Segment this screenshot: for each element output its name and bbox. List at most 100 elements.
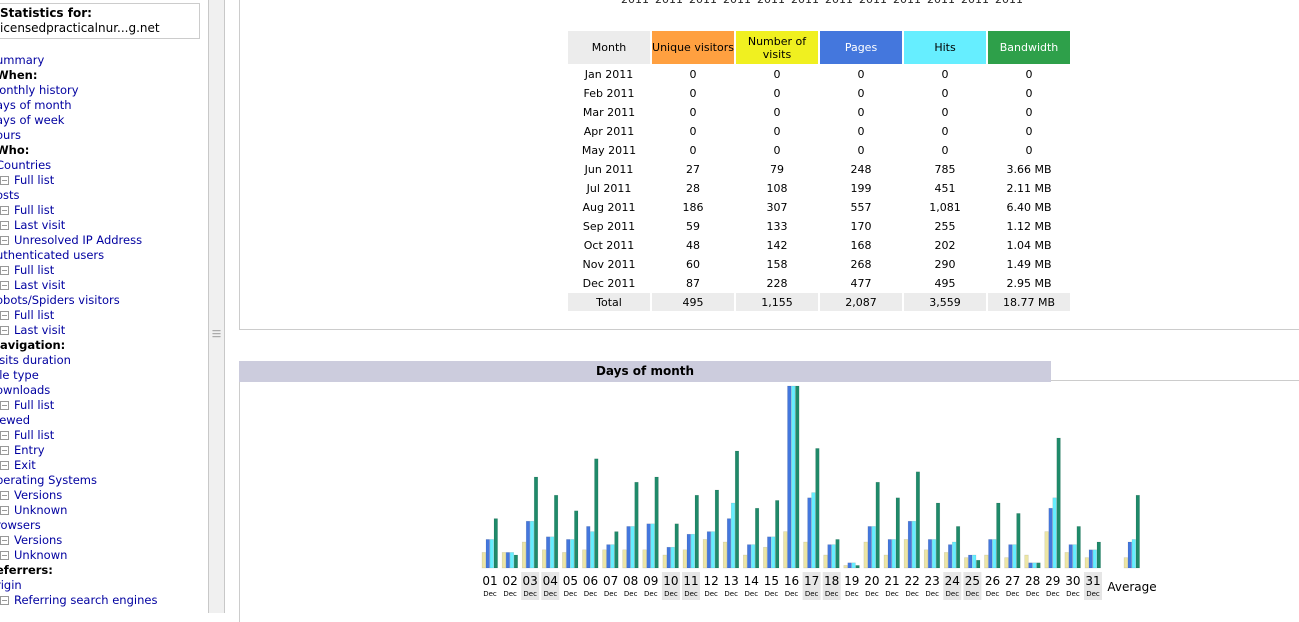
resize-grip-icon[interactable]: — — — [212, 326, 221, 342]
menu-item[interactable]: perating Systems [0, 473, 157, 488]
menu-item[interactable]: Full list [0, 263, 157, 278]
menu-item[interactable]: Unknown [0, 503, 157, 518]
menu-item[interactable]: Unknown [0, 548, 157, 563]
menu-item[interactable]: lonthly history [0, 83, 157, 98]
table-cell: 248 [850, 162, 872, 176]
menu-item[interactable]: Versions [0, 533, 157, 548]
table-cell: 557 [850, 200, 872, 214]
bar-hits-30 [1072, 544, 1077, 569]
menu-item[interactable]: Versions [0, 488, 157, 503]
table-cell: 0 [1025, 124, 1033, 138]
table-cell: 79 [770, 162, 784, 176]
menu-item[interactable]: obots/Spiders visitors [0, 293, 157, 308]
expand-box-icon [0, 206, 9, 215]
expand-box-icon [0, 461, 9, 470]
menu-item[interactable]: Last visit [0, 278, 157, 293]
bar-bandwidth-31 [1096, 541, 1101, 569]
menu-item[interactable]: Entry [0, 443, 157, 458]
menu-item[interactable]: isits duration [0, 353, 157, 368]
frame-scrollbar[interactable]: — — — [208, 0, 225, 613]
day-label: 18 [824, 574, 839, 588]
menu-item-label: ays of month [0, 98, 72, 112]
menu-item[interactable]: ummary [0, 53, 157, 68]
menu-item[interactable]: Unresolved IP Address [0, 233, 157, 248]
bar-number-of-visits-18 [823, 554, 828, 569]
menu-item[interactable]: uthenticated users [0, 248, 157, 263]
table-cell: Mar 2011 [582, 105, 636, 119]
menu-item-label: Full list [14, 203, 55, 217]
menu-item[interactable]: osts [0, 188, 157, 203]
menu-item[interactable]: iewed [0, 413, 157, 428]
menu-item[interactable]: Full list [0, 203, 157, 218]
total-cell: 2,087 [820, 293, 902, 311]
stats-for-box: Statistics for: icensedpracticalnur...g.… [0, 3, 200, 39]
month-label: Dec [1086, 590, 1100, 598]
menu-item[interactable]: ours [0, 128, 157, 143]
menu-item-label: eferrers: [0, 563, 53, 577]
bar-hits-03 [529, 520, 535, 569]
menu-item[interactable]: rigin [0, 578, 157, 593]
site-name: icensedpracticalnur...g.net [0, 21, 160, 35]
menu-item[interactable]: Referring search engines [0, 593, 157, 608]
average-bar-bandwidth [1135, 494, 1140, 569]
total-row: Total 495 1,155 2,087 3,559 18.77 MB [568, 293, 1070, 311]
menu-item[interactable]: ownloads [0, 383, 157, 398]
bar-hits-06 [590, 531, 595, 569]
bar-hits-10 [670, 546, 675, 569]
bar-pages-10 [666, 546, 671, 569]
bar-number-of-visits-12 [702, 539, 707, 569]
day-label: 15 [764, 574, 779, 588]
menu-item-label: Last visit [14, 278, 66, 292]
table-cell: Aug 2011 [582, 200, 636, 214]
menu-item[interactable]: ays of week [0, 113, 157, 128]
table-cell: 0 [773, 67, 781, 81]
day-label: 22 [904, 574, 919, 588]
bar-hits-19 [851, 562, 856, 569]
bar-hits-20 [871, 526, 876, 569]
table-cell: Jun 2011 [584, 162, 634, 176]
menu-item[interactable]: Last visit [0, 323, 157, 338]
table-cell: Oct 2011 [583, 238, 635, 252]
menu-item[interactable]: Exit [0, 458, 157, 473]
table-cell: 0 [689, 105, 697, 119]
expand-box-icon [0, 491, 9, 500]
menu-item-label: Full list [14, 398, 55, 412]
menu-item[interactable]: rowsers [0, 518, 157, 533]
bar-hits-27 [1012, 544, 1017, 569]
table-cell: 0 [689, 124, 697, 138]
bar-number-of-visits-15 [763, 546, 768, 569]
month-label: Dec [865, 590, 879, 598]
bar-hits-14 [751, 544, 756, 569]
menu-item[interactable]: Full list [0, 398, 157, 413]
month-label: Dec [966, 590, 980, 598]
table-cell: 0 [857, 143, 865, 157]
menu-item[interactable]: Countries [0, 158, 157, 173]
day-label: 03 [523, 574, 538, 588]
menu-item[interactable]: Full list [0, 308, 157, 323]
menu-item-label: Versions [14, 488, 63, 502]
menu-item-label: ours [0, 128, 22, 142]
month-label: Dec [544, 590, 558, 598]
menu-item[interactable]: Last visit [0, 218, 157, 233]
menu-item[interactable]: ays of month [0, 98, 157, 113]
year-label: 2011 [992, 0, 1026, 6]
menu-item-label: perating Systems [0, 473, 97, 487]
weekend-highlight [521, 572, 540, 600]
bar-bandwidth-15 [775, 500, 780, 569]
menu-item[interactable]: ile type [0, 368, 157, 383]
bar-bandwidth-23 [935, 502, 941, 569]
day-label: 05 [563, 574, 578, 588]
bar-pages-02 [505, 552, 510, 569]
bar-hits-11 [690, 533, 695, 569]
bar-pages-30 [1068, 544, 1073, 569]
day-label: 24 [945, 574, 960, 588]
month-label: Dec [724, 590, 738, 598]
menu-item[interactable]: Full list [0, 173, 157, 188]
bar-bandwidth-01 [493, 518, 498, 569]
menu-item-label: Full list [14, 263, 55, 277]
bar-bandwidth-18 [835, 539, 840, 569]
bar-pages-12 [706, 531, 711, 569]
menu-item-label: isits duration [0, 353, 71, 367]
day-label: 11 [683, 574, 698, 588]
menu-item[interactable]: Full list [0, 428, 157, 443]
